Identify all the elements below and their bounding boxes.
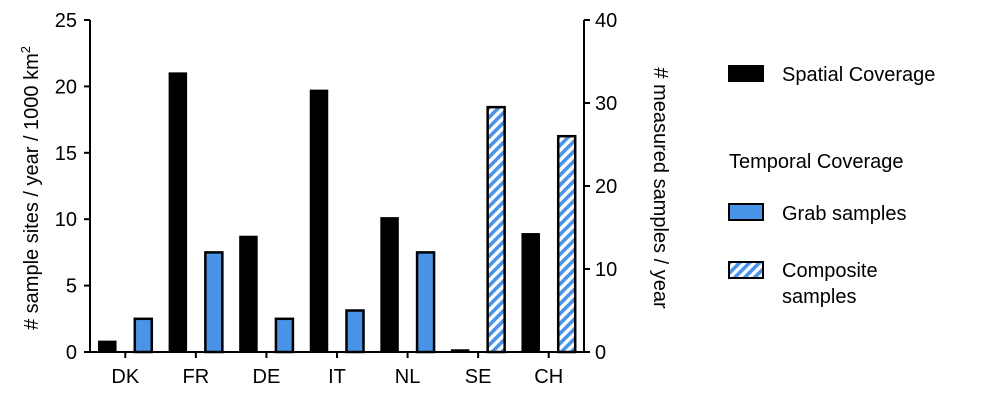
legend-swatch-grab [728, 203, 764, 221]
y-left-tick-label: 20 [55, 76, 77, 98]
legend-label-grab: Grab samples [782, 203, 907, 225]
bar-composite [556, 134, 577, 354]
bar-spatial [450, 349, 470, 353]
legend-label-composite-line1: Composite [782, 260, 878, 282]
y-right-tick-label: 40 [595, 10, 617, 32]
y-left-tick-label: 0 [66, 342, 77, 364]
legend: Spatial Coverage Temporal Coverage Grab … [728, 64, 935, 308]
legend-swatch-spatial [728, 65, 764, 82]
bars [98, 72, 577, 354]
y-right-tick-label: 20 [595, 176, 617, 198]
x-tick-label: SE [465, 366, 492, 388]
x-tick-label: FR [183, 366, 210, 388]
y-right-tick-label: 30 [595, 93, 617, 115]
legend-title-temporal: Temporal Coverage [729, 151, 904, 173]
bar-grab [204, 251, 224, 354]
y-right-tick-label: 0 [595, 342, 606, 364]
axes [84, 19, 590, 358]
bar-spatial [380, 217, 399, 353]
x-tick-label: DE [253, 366, 281, 388]
bar-composite [486, 105, 506, 354]
x-tick-label: DK [111, 366, 139, 388]
legend-label-spatial: Spatial Coverage [782, 64, 935, 86]
bar-spatial [168, 72, 188, 353]
y-left-tick-label: 5 [66, 276, 77, 298]
bar-grab [274, 317, 295, 354]
legend-swatch-composite [728, 261, 764, 279]
y-left-tick-label: 10 [55, 209, 77, 231]
bar-grab [415, 251, 436, 354]
bar-grab [133, 317, 154, 354]
y-axis-left-label: # sample sites / year / 1000 km2 [18, 46, 43, 330]
x-tick-label: CH [534, 366, 563, 388]
y-right-tick-label: 10 [595, 259, 617, 281]
bar-spatial [309, 89, 329, 353]
x-tick-label: NL [395, 366, 421, 388]
bar-spatial [239, 235, 258, 353]
bar-spatial [521, 233, 540, 353]
y-left-tick-label: 15 [55, 143, 77, 165]
bar-spatial [98, 340, 117, 353]
y-left-tick-label: 25 [55, 10, 77, 32]
x-tick-label: IT [328, 366, 346, 388]
y-axis-right-label: # measured samples / year [649, 67, 671, 309]
bar-grab [345, 309, 365, 354]
legend-label-composite-line2: samples [782, 286, 856, 308]
tick-labels: 0 5 10 15 20 25 0 10 20 30 40 DK FR DE IT NL SE CH [55, 10, 618, 388]
